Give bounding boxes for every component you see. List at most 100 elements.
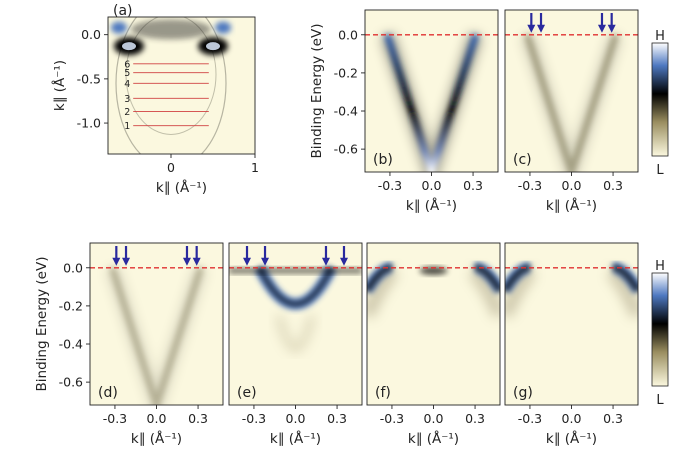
colorbar-low-label: L	[656, 163, 664, 178]
panel-f: -0.3 0.0 0.3 k∥ (Å⁻¹) (f)	[366, 242, 501, 447]
x-tick-label: 0.0	[424, 411, 444, 426]
panel-tag: (g)	[513, 385, 533, 401]
panel-a: 1 2 3 456 0 1 0.0 -0.5 -1.0 k∥ (Å⁻¹) k∥ (Å⁻¹) (a)	[51, 3, 259, 196]
x-axis-label: k∥ (Å⁻¹)	[408, 430, 459, 447]
top-arc	[131, 19, 211, 40]
band-dispersion	[523, 33, 620, 172]
spectral-intensity	[380, 32, 483, 172]
band-shadow	[367, 265, 500, 319]
band-tail	[275, 314, 316, 352]
spectral-intensity	[229, 265, 362, 352]
x-tick-label: 0.0	[562, 178, 582, 193]
x-tick-label: 0.0	[147, 411, 167, 426]
colorbar-high-label: H	[655, 29, 665, 44]
fermi-crossing-arrowhead	[243, 257, 252, 266]
spectral-intensity	[520, 32, 623, 172]
x-tick-label: 0.3	[465, 411, 485, 426]
cut-label: 4	[124, 79, 130, 90]
y-tick-label: -0.2	[59, 298, 83, 313]
gamma-pocket	[419, 266, 448, 275]
x-tick-label: 0.0	[562, 411, 582, 426]
cut-label: 6	[124, 59, 130, 70]
x-tick-label: -0.3	[518, 411, 542, 426]
spectral-intensity	[367, 261, 500, 319]
fermi-edge-band	[229, 267, 362, 274]
spectral-intensity	[105, 265, 208, 405]
fermi-contour-inner	[125, 17, 217, 135]
colorbar-bottom: H L	[651, 259, 669, 408]
band-dispersion	[383, 33, 480, 172]
plot-frame	[107, 16, 256, 155]
spot-right	[215, 21, 232, 34]
fermi-crossing-arrowhead	[527, 24, 536, 33]
y-tick-label: 0.0	[63, 260, 83, 275]
x-tick-label: 0.3	[463, 178, 483, 193]
x-tick-label: 0	[167, 160, 175, 175]
fermi-crossing-arrowhead	[339, 257, 348, 266]
x-tick-label: -0.3	[242, 411, 266, 426]
x-tick-label: 0.0	[422, 178, 442, 193]
y-tick-label: -0.6	[334, 142, 358, 157]
y-tick-label: -0.5	[77, 71, 101, 86]
fermi-contour-outer	[115, 17, 227, 154]
y-axis-label: k∥ (Å⁻¹)	[51, 60, 68, 111]
colorbar-low-label: L	[656, 393, 664, 408]
fermi-crossing-arrowhead	[112, 257, 121, 266]
y-tick-label: -0.6	[59, 375, 83, 390]
spectral-intensity	[505, 261, 638, 319]
x-axis-label: k∥ (Å⁻¹)	[270, 430, 321, 447]
x-tick-label: 0.3	[603, 178, 623, 193]
x-tick-label: -0.3	[380, 411, 404, 426]
fermi-crossing-arrowhead	[261, 257, 270, 266]
panel-tag: (f)	[375, 385, 391, 401]
panel-tag: (d)	[98, 385, 118, 401]
y-tick-label: 0.0	[81, 27, 101, 42]
x-axis-label: k∥ (Å⁻¹)	[131, 430, 182, 447]
cut-label: 1	[124, 121, 130, 132]
spot-left	[110, 21, 127, 34]
y-axis-label: Binding Energy (eV)	[309, 24, 325, 159]
y-tick-label: -1.0	[77, 116, 101, 131]
panel-tag: (e)	[237, 385, 257, 401]
fermi-crossing-arrowhead	[192, 257, 201, 266]
x-axis-label: k∥ (Å⁻¹)	[406, 197, 457, 214]
x-tick-label: -0.3	[518, 178, 542, 193]
band-shadow	[505, 265, 638, 319]
panel-b: -0.3 0.0 0.3 0.0 -0.2 -0.4 -0.6 k∥ (Å⁻¹) Binding…	[309, 9, 499, 214]
band-dispersion	[108, 266, 205, 405]
panel-tag: (a)	[113, 3, 133, 19]
y-axis-label: Binding Energy (eV)	[34, 257, 50, 392]
y-tick-label: 0.0	[338, 27, 358, 42]
x-tick-label: -0.3	[378, 178, 402, 193]
x-tick-label: -0.3	[103, 411, 127, 426]
spectral-intensity	[110, 17, 232, 154]
cut-label: 3	[124, 94, 130, 105]
panel-c: -0.3 0.0 0.3 k∥ (Å⁻¹) (c)	[504, 9, 639, 214]
cut-label: 5	[124, 68, 130, 79]
x-axis-label: k∥ (Å⁻¹)	[156, 179, 207, 196]
band-core	[257, 266, 334, 306]
panel-e: -0.3 0.0 0.3 k∥ (Å⁻¹) (e)	[228, 242, 363, 447]
y-tick-label: -0.2	[334, 65, 358, 80]
fermi-crossing-arrowhead	[122, 257, 131, 266]
y-tick-label: -0.4	[334, 104, 358, 119]
panel-g: -0.3 0.0 0.3 k∥ (Å⁻¹) (g)	[504, 242, 639, 447]
fermi-crossing-arrowhead	[537, 24, 546, 33]
y-tick-label: -0.4	[59, 337, 83, 352]
fermi-crossing-arrowhead	[321, 257, 330, 266]
x-tick-label: 0.3	[188, 411, 208, 426]
x-tick-label: 1	[251, 160, 259, 175]
fermi-crossing-arrowhead	[182, 257, 191, 266]
colorbar-high-label: H	[655, 259, 665, 274]
fermi-crossing-arrowhead	[607, 24, 616, 33]
pocket-left-core	[122, 42, 136, 51]
x-axis-label: k∥ (Å⁻¹)	[546, 197, 597, 214]
x-tick-label: 0.3	[603, 411, 623, 426]
pocket-right-core	[206, 42, 220, 51]
panel-tag: (c)	[513, 152, 532, 168]
x-tick-label: 0.3	[327, 411, 347, 426]
cut-label: 2	[124, 107, 130, 118]
colorbar-top: H L	[651, 29, 669, 178]
fermi-crossing-arrowhead	[597, 24, 606, 33]
